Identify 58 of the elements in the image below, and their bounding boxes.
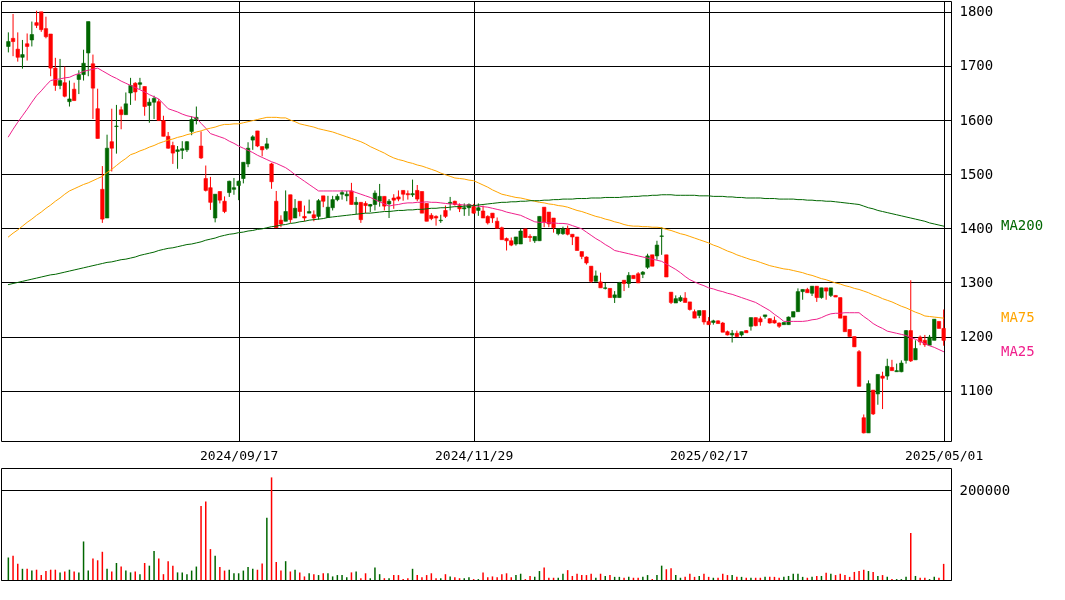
y-tick-label: 200000 <box>959 481 1011 498</box>
candlestick <box>142 86 147 117</box>
candlestick <box>119 106 124 130</box>
candlestick <box>25 32 30 62</box>
y-tick-label: 1500 <box>959 165 994 182</box>
candlestick <box>128 77 133 106</box>
y-tick-label: 1700 <box>959 57 994 74</box>
text: MA25 <box>1001 342 1035 359</box>
candlestick <box>861 413 866 434</box>
candlestick <box>913 339 918 361</box>
candlestick <box>6 31 11 53</box>
candlestick <box>941 308 946 347</box>
candlestick <box>349 182 354 205</box>
candlestick <box>542 206 547 228</box>
candlestick <box>622 279 627 292</box>
candlestick <box>20 39 25 70</box>
candlestick <box>885 358 890 381</box>
x-tick-label: 2024/09/17 <box>200 447 279 463</box>
line-series <box>7 194 945 286</box>
line-series <box>7 116 945 319</box>
y-tick-label: 1300 <box>959 273 994 290</box>
x-tick-label: 2025/02/17 <box>670 447 749 463</box>
candlestick <box>405 189 410 201</box>
candlestick <box>11 13 16 57</box>
candlestick <box>58 58 63 90</box>
candlestick <box>269 162 274 190</box>
candlestick <box>889 359 894 372</box>
y-tick-label: 1800 <box>959 3 994 20</box>
y-tick-label: 1100 <box>959 382 994 399</box>
candlestick <box>293 198 298 219</box>
text: MA75 <box>1001 309 1035 326</box>
candlestick <box>62 65 67 98</box>
y-tick-label: 1200 <box>959 328 994 345</box>
text: MA200 <box>1001 217 1044 234</box>
candlestick <box>377 183 382 208</box>
candlestick <box>763 314 768 320</box>
candlestick <box>871 389 876 416</box>
candlestick <box>654 240 659 261</box>
candlestick <box>147 97 152 124</box>
candlestick <box>29 21 34 47</box>
candlestick <box>67 80 72 108</box>
candlestick <box>387 198 392 219</box>
y-tick-label: 1600 <box>959 111 994 128</box>
candlestick <box>109 108 114 172</box>
candlestick <box>307 199 312 214</box>
y-tick-label: 1400 <box>959 219 994 236</box>
candlestick <box>880 371 885 410</box>
candlestick <box>199 130 204 160</box>
candlestick <box>316 198 321 221</box>
candlestick <box>264 137 269 151</box>
candlestick <box>213 193 218 223</box>
candlestick <box>311 209 316 222</box>
candlestick <box>659 226 664 256</box>
x-tick-label: 2024/11/29 <box>435 447 514 463</box>
candlestick <box>875 373 880 406</box>
candlestick <box>114 104 119 155</box>
x-tick-label: 2025/05/01 <box>905 447 984 463</box>
candlestick <box>137 77 142 90</box>
